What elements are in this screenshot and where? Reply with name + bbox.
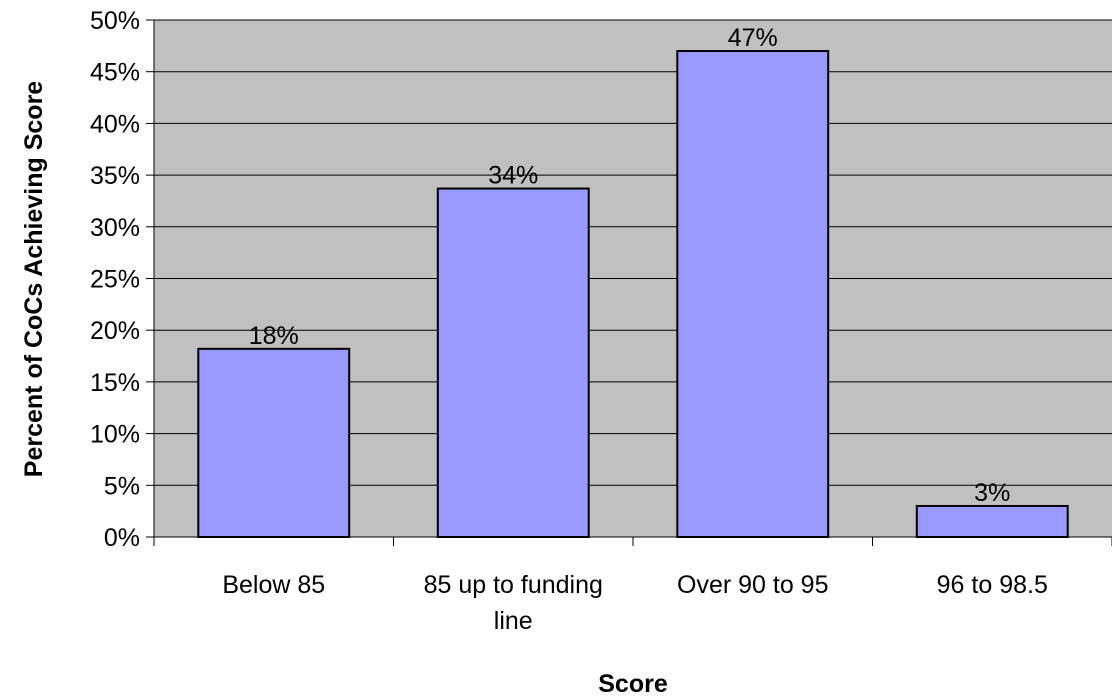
x-axis-title: Score bbox=[598, 670, 668, 698]
x-tick-label: Over 90 to 95 bbox=[677, 571, 828, 599]
x-tick-label: 85 up to funding bbox=[424, 571, 603, 599]
y-tick-label: 50% bbox=[90, 7, 140, 35]
bars bbox=[197, 50, 1069, 539]
x-tick-label: 96 to 98.5 bbox=[937, 571, 1048, 599]
x-tick-label: Below 85 bbox=[222, 571, 325, 599]
y-axis-title: Percent of CoCs Achieving Score bbox=[20, 81, 48, 477]
y-ticks: 0% 5% 10% 15% 20% 25% 30% 35% 40% 45% 50% bbox=[90, 7, 154, 552]
y-tick-label: 5% bbox=[104, 472, 140, 500]
data-label: 34% bbox=[488, 162, 538, 190]
y-tick-label: 30% bbox=[90, 214, 140, 242]
bar bbox=[436, 187, 590, 539]
y-tick-label: 15% bbox=[90, 369, 140, 397]
data-label: 47% bbox=[728, 24, 778, 52]
y-tick-label: 45% bbox=[90, 59, 140, 87]
y-tick-label: 20% bbox=[90, 317, 140, 345]
bar bbox=[915, 504, 1069, 539]
bar bbox=[676, 50, 830, 539]
y-tick-label: 0% bbox=[104, 524, 140, 552]
y-tick-label: 25% bbox=[90, 266, 140, 294]
x-ticks: Below 85 85 up to funding line Over 90 to 9… bbox=[153, 537, 1112, 635]
y-tick-label: 40% bbox=[90, 110, 140, 138]
bar bbox=[197, 347, 351, 539]
data-label: 3% bbox=[974, 479, 1010, 507]
data-labels: 18% 34% 47% 3% bbox=[249, 24, 1011, 507]
data-label: 18% bbox=[249, 322, 299, 350]
y-tick-label: 10% bbox=[90, 421, 140, 449]
y-tick-label: 35% bbox=[90, 162, 140, 190]
x-tick-label: line bbox=[494, 607, 533, 635]
